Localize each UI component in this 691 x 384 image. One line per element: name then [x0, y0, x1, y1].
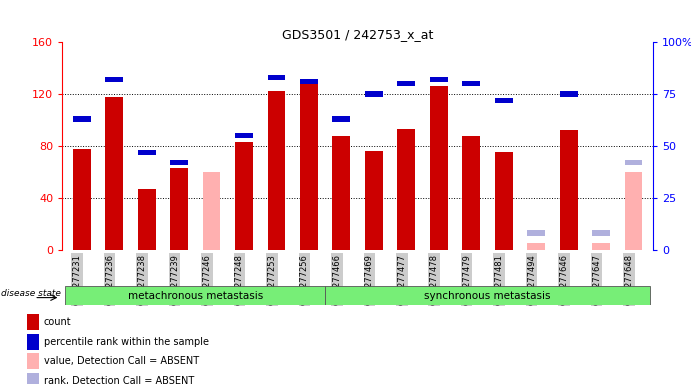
Bar	[105, 77, 123, 82]
Bar	[138, 149, 155, 155]
Bar	[625, 172, 643, 250]
Bar	[625, 160, 643, 165]
Bar	[267, 91, 285, 250]
Bar	[170, 168, 188, 250]
Text: GSM277253: GSM277253	[267, 254, 276, 305]
Text: value, Detection Call = ABSENT: value, Detection Call = ABSENT	[44, 356, 199, 366]
Bar	[202, 172, 220, 250]
Text: GSM277494: GSM277494	[527, 254, 536, 305]
Bar	[430, 77, 448, 82]
Bar	[300, 79, 318, 84]
Bar	[105, 97, 123, 250]
Bar	[170, 160, 188, 165]
Bar	[300, 84, 318, 250]
Text: GSM277479: GSM277479	[462, 254, 471, 305]
Bar	[66, 286, 325, 305]
Bar	[462, 136, 480, 250]
Text: GSM277647: GSM277647	[592, 254, 601, 305]
Text: GSM277246: GSM277246	[202, 254, 211, 305]
Text: disease state: disease state	[1, 289, 61, 298]
Text: synchronous metastasis: synchronous metastasis	[424, 291, 551, 301]
Bar	[560, 91, 578, 97]
Text: GSM277466: GSM277466	[332, 254, 341, 305]
Text: count: count	[44, 317, 71, 327]
Text: GSM277256: GSM277256	[300, 254, 309, 305]
Text: GSM277648: GSM277648	[625, 254, 634, 305]
Title: GDS3501 / 242753_x_at: GDS3501 / 242753_x_at	[282, 28, 433, 41]
Bar	[495, 152, 513, 250]
Text: GSM277231: GSM277231	[73, 254, 82, 305]
Bar	[332, 136, 350, 250]
Bar	[430, 86, 448, 250]
Bar	[527, 230, 545, 236]
Bar	[592, 230, 610, 236]
Bar	[27, 373, 39, 384]
Bar	[365, 151, 383, 250]
Text: metachronous metastasis: metachronous metastasis	[128, 291, 263, 301]
Bar	[235, 142, 253, 250]
Bar	[235, 133, 253, 138]
Bar	[27, 334, 39, 350]
Bar	[73, 116, 91, 122]
Bar	[138, 189, 155, 250]
Bar	[397, 81, 415, 86]
Text: GSM277238: GSM277238	[138, 254, 146, 305]
Text: rank, Detection Call = ABSENT: rank, Detection Call = ABSENT	[44, 376, 194, 384]
Text: GSM277481: GSM277481	[495, 254, 504, 305]
Text: GSM277236: GSM277236	[105, 254, 114, 305]
Bar	[73, 149, 91, 250]
Text: GSM277248: GSM277248	[235, 254, 244, 305]
Bar	[592, 243, 610, 250]
Bar	[462, 81, 480, 86]
Text: GSM277477: GSM277477	[397, 254, 406, 305]
Text: percentile rank within the sample: percentile rank within the sample	[44, 337, 209, 347]
Bar	[560, 131, 578, 250]
Bar	[325, 286, 650, 305]
Text: GSM277239: GSM277239	[170, 254, 179, 305]
Text: GSM277478: GSM277478	[430, 254, 439, 305]
Text: GSM277469: GSM277469	[365, 254, 374, 305]
Bar	[365, 91, 383, 97]
Bar	[397, 129, 415, 250]
Bar	[267, 75, 285, 80]
Bar	[27, 353, 39, 369]
Bar	[27, 314, 39, 330]
Bar	[332, 116, 350, 122]
Bar	[527, 243, 545, 250]
Text: GSM277646: GSM277646	[560, 254, 569, 305]
Bar	[495, 98, 513, 103]
